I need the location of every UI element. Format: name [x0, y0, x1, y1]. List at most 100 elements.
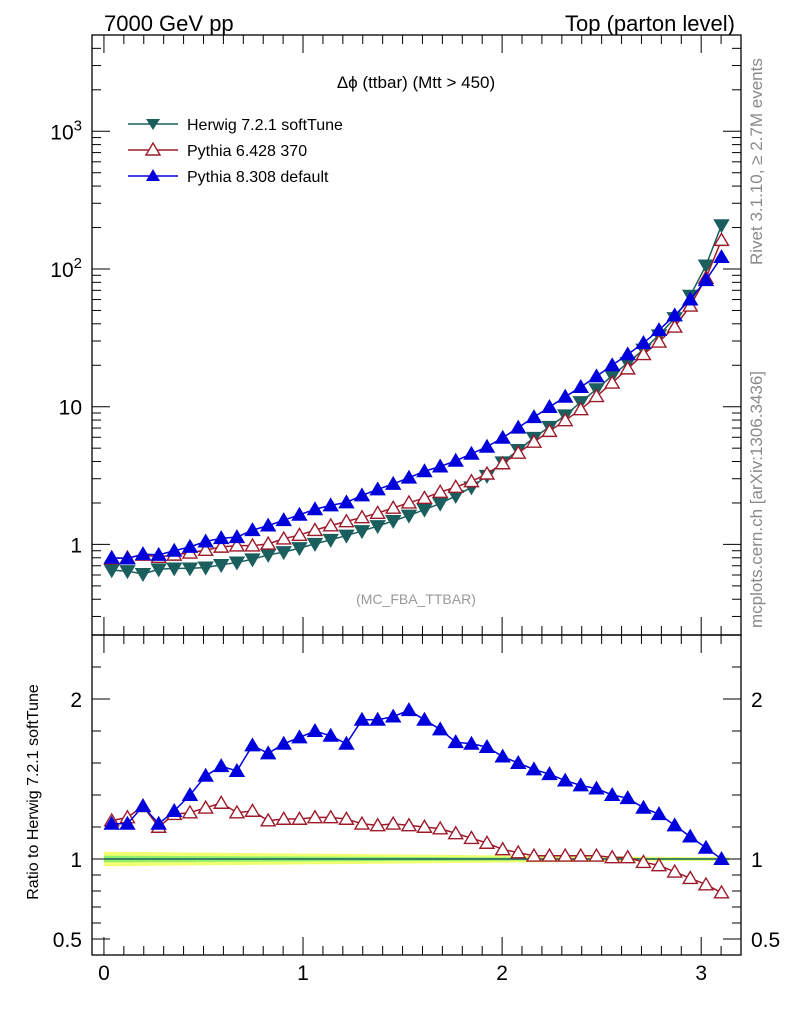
ratio-point-pythia8 [353, 711, 371, 726]
data-point-pythia6 [556, 412, 574, 427]
ratio-point-pythia8 [369, 711, 386, 726]
header-left: 7000 GeV pp [104, 11, 234, 36]
legend-marker-pythia8 [146, 169, 160, 181]
data-point-pythia6 [212, 538, 230, 553]
data-point-pythia6 [603, 374, 621, 389]
data-point-pythia8 [103, 549, 120, 564]
ratio-point-pythia6 [541, 847, 558, 862]
ratio-point-pythia8 [431, 721, 449, 736]
ratio-ylabel: Ratio to Herwig 7.2.1 softTune [25, 684, 42, 900]
data-point-pythia6 [510, 444, 527, 459]
analysis-watermark: (MC_FBA_TTBAR) [356, 591, 476, 607]
ratio-point-pythia8 [666, 817, 683, 832]
data-point-pythia8 [353, 487, 371, 502]
ratio-point-pythia6 [619, 849, 636, 864]
data-point-pythia6 [400, 494, 418, 509]
ratio-point-pythia8 [494, 748, 511, 763]
ratio-point-pythia6 [338, 810, 355, 825]
data-point-pythia6 [541, 423, 558, 438]
ratio-point-pythia8 [103, 815, 120, 830]
data-point-pythia6 [619, 360, 636, 375]
data-point-herwig [291, 542, 308, 557]
data-point-herwig [369, 520, 386, 535]
ratio-y-tick-label-left: 2 [70, 689, 82, 712]
ratio-point-pythia8 [259, 745, 277, 760]
data-point-pythia6 [463, 473, 480, 488]
ratio-line-pythia6 [111, 802, 722, 894]
legend-label-herwig: Herwig 7.2.1 softTune [187, 117, 343, 134]
ratio-point-pythia6 [525, 847, 543, 862]
ratio-point-pythia8 [384, 708, 402, 723]
data-point-pythia8 [338, 494, 355, 509]
ratio-point-pythia8 [228, 762, 246, 777]
ratio-point-pythia8 [338, 735, 355, 750]
ratio-point-pythia6 [228, 804, 246, 819]
ratio-point-pythia6 [447, 825, 464, 840]
data-point-pythia6 [306, 522, 324, 537]
data-point-herwig [431, 497, 449, 512]
data-point-pythia8 [682, 291, 699, 306]
data-point-pythia6 [713, 232, 730, 247]
data-point-herwig [197, 561, 214, 576]
ratio-point-pythia8 [463, 735, 480, 750]
ratio-point-pythia6 [431, 820, 449, 835]
ratio-point-pythia6 [713, 884, 730, 899]
ratio-y-tick-label-left: 1 [70, 849, 82, 872]
ratio-y-tick-label-right: 2 [751, 689, 763, 712]
ratio-point-pythia8 [650, 806, 668, 821]
ratio-point-pythia6 [588, 847, 605, 862]
data-point-pythia6 [666, 318, 683, 333]
data-point-pythia8 [431, 458, 449, 473]
ratio-point-pythia8 [510, 754, 527, 769]
data-point-pythia8 [119, 550, 136, 565]
data-point-pythia8 [244, 522, 261, 537]
ratio-point-pythia6 [666, 863, 683, 878]
ratio-point-pythia6 [494, 841, 511, 856]
ratio-point-pythia8 [713, 850, 730, 865]
data-point-pythia8 [165, 542, 183, 557]
ratio-series-pythia8 [103, 702, 730, 865]
ratio-point-pythia6 [463, 830, 480, 845]
ratio-point-pythia6 [635, 854, 652, 869]
data-point-pythia8 [650, 322, 668, 337]
series-pythia8 [103, 249, 730, 565]
data-point-herwig [338, 529, 355, 544]
ratio-point-pythia8 [119, 815, 136, 830]
data-point-pythia8 [369, 481, 386, 496]
header-right: Top (parton level) [565, 11, 735, 36]
mcplots-reference-label: mcplots.cern.ch [arXiv:1306.3436] [747, 371, 766, 628]
data-point-pythia8 [197, 533, 214, 548]
data-point-pythia8 [713, 249, 730, 264]
ratio-point-pythia8 [400, 702, 418, 717]
data-point-herwig [119, 565, 136, 580]
ratio-point-pythia8 [212, 758, 230, 773]
data-point-herwig [353, 525, 371, 540]
data-point-herwig [150, 563, 167, 578]
ratio-point-pythia8 [244, 737, 261, 752]
ratio-point-pythia6 [275, 810, 292, 825]
ratio-point-pythia8 [447, 734, 464, 749]
ratio-point-pythia6 [400, 817, 418, 832]
ratio-point-pythia6 [322, 809, 339, 824]
data-point-pythia6 [431, 484, 449, 499]
data-point-herwig [181, 562, 199, 577]
legend-label-pythia6: Pythia 6.428 370 [187, 143, 307, 160]
data-point-pythia8 [572, 378, 589, 393]
legend-marker-herwig [146, 119, 160, 130]
data-point-pythia6 [338, 513, 355, 528]
data-point-pythia8 [697, 272, 715, 287]
data-point-pythia6 [275, 530, 292, 545]
data-point-pythia6 [416, 490, 433, 505]
data-point-pythia8 [416, 463, 433, 478]
legend-marker-pythia6 [144, 141, 162, 156]
ratio-point-pythia6 [244, 802, 261, 817]
ratio-point-pythia6 [478, 834, 496, 849]
legend: Herwig 7.2.1 softTune Pythia 6.428 370 P… [128, 117, 343, 186]
ratio-point-pythia6 [416, 818, 433, 833]
data-point-pythia6 [228, 537, 246, 552]
data-point-herwig [384, 515, 402, 530]
data-point-herwig [228, 556, 246, 571]
data-point-pythia6 [259, 535, 277, 550]
ratio-line-pythia8 [111, 709, 722, 860]
